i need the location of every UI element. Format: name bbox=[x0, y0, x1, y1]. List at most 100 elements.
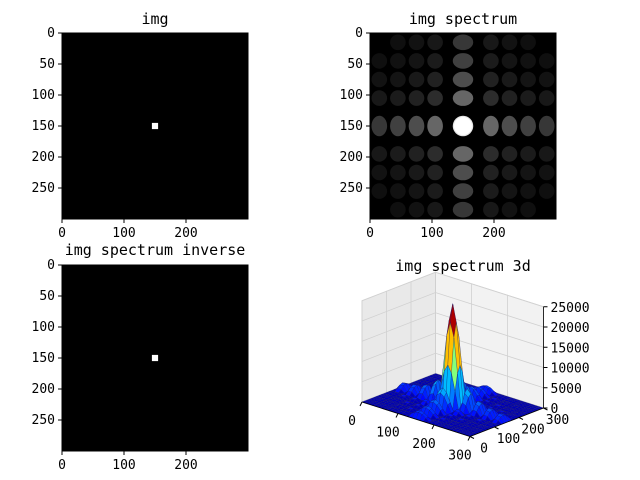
spectrum-lobe bbox=[408, 115, 425, 137]
grid-line bbox=[361, 292, 544, 328]
spectrum-lobe bbox=[483, 53, 499, 69]
y-tick-label: 150 bbox=[340, 119, 363, 134]
spectrum-lobe bbox=[427, 71, 443, 88]
y-tick-label: 150 bbox=[32, 351, 55, 366]
x-tick-label: 200 bbox=[174, 458, 197, 473]
spectrum-lobe bbox=[427, 146, 443, 162]
panel-3d-title: img spectrum 3d bbox=[395, 257, 530, 275]
spectrum-lobe bbox=[390, 115, 406, 137]
spectrum-lobe bbox=[408, 146, 425, 162]
spectrum-lobe bbox=[483, 201, 499, 218]
spectrum-lobe bbox=[483, 34, 499, 51]
spectrum-lobe bbox=[520, 164, 536, 181]
x-tick-label: 200 bbox=[482, 226, 505, 241]
x-tick-label: 0 bbox=[58, 226, 66, 241]
spectrum-lobe bbox=[427, 90, 443, 106]
spectrum-lobe bbox=[483, 164, 499, 181]
bright-pixel-square bbox=[151, 122, 159, 130]
spectrum-lobe bbox=[390, 34, 406, 51]
x-tick-label: 0 bbox=[366, 226, 374, 241]
spectrum-lobe bbox=[390, 90, 406, 106]
y-tick-mark bbox=[518, 417, 524, 420]
panel-img-title: img bbox=[141, 10, 168, 28]
spectrum-lobe bbox=[427, 164, 443, 181]
spectrum-lobe bbox=[501, 34, 518, 51]
spectrum-lobes bbox=[371, 34, 555, 218]
spectrum-lobe bbox=[390, 183, 406, 199]
spectrum-lobe bbox=[483, 183, 499, 199]
spectrum-lobe bbox=[427, 201, 443, 218]
grid-line bbox=[361, 352, 544, 389]
spectrum-lobe bbox=[501, 115, 518, 137]
y-tick-label: 200 bbox=[32, 382, 55, 397]
spectrum-lobe bbox=[371, 183, 388, 199]
spectrum-lobe bbox=[520, 146, 536, 162]
x-tick-label: 100 bbox=[112, 458, 135, 473]
spectrum-lobe bbox=[520, 71, 536, 88]
spectrum-lobe bbox=[520, 183, 536, 199]
spectrum-lobe bbox=[501, 90, 518, 106]
spectrum-lobe bbox=[390, 53, 406, 69]
spectrum-lobe bbox=[452, 164, 474, 181]
spectrum-lobe bbox=[538, 146, 555, 162]
y-tick-label: 100 bbox=[32, 88, 55, 103]
spectrum-lobe bbox=[452, 71, 474, 88]
spectrum-lobe bbox=[371, 53, 388, 69]
spectrum-lobe bbox=[483, 90, 499, 106]
spectrum-lobe bbox=[501, 53, 518, 69]
y-axis-line bbox=[469, 407, 544, 437]
y-tick-label: 0 bbox=[355, 26, 363, 41]
spectrum-lobe bbox=[538, 183, 555, 199]
x-tick-label: 200 bbox=[412, 437, 435, 452]
spectrum-lobe bbox=[408, 90, 425, 106]
spectrum-lobe bbox=[408, 53, 425, 69]
y-tick-mark bbox=[494, 426, 499, 430]
panel-inverse-axes: 0 100 200 0 50 100 150 200 250 bbox=[32, 258, 249, 473]
spectrum-lobe bbox=[427, 115, 443, 137]
panel-spectrum-axes: 0 100 200 0 50 100 150 200 250 bbox=[340, 26, 557, 241]
spectrum-lobe bbox=[501, 183, 518, 199]
z-tick-label: 0 bbox=[551, 402, 559, 417]
spectrum-lobe bbox=[483, 71, 499, 88]
spectrum-lobe bbox=[520, 90, 536, 106]
spectrum-lobe bbox=[520, 34, 536, 51]
y-tick-label: 100 bbox=[32, 320, 55, 335]
spectrum-lobe bbox=[452, 53, 474, 69]
spectrum-lobe bbox=[408, 201, 425, 218]
spectrum-lobe bbox=[538, 53, 555, 69]
spectrum-lobe bbox=[452, 201, 474, 218]
spectrum-lobe bbox=[538, 164, 555, 181]
spectrum-lobe bbox=[538, 71, 555, 88]
x-tick-mark bbox=[395, 413, 399, 418]
y-tick-label: 300 bbox=[546, 413, 569, 428]
x-tick-label: 300 bbox=[448, 449, 471, 464]
spectrum-lobe bbox=[408, 183, 425, 199]
spectrum-lobe bbox=[390, 164, 406, 181]
y-tick-label: 50 bbox=[347, 57, 363, 72]
spectrum-lobe bbox=[538, 90, 555, 106]
x-tick-label: 100 bbox=[420, 226, 443, 241]
x-tick-mark bbox=[359, 401, 363, 407]
spectrum-lobe bbox=[427, 183, 443, 199]
x-tick-label: 100 bbox=[112, 226, 135, 241]
spectrum-lobe bbox=[390, 71, 406, 88]
y-tick-label: 50 bbox=[39, 289, 55, 304]
y-tick-label: 200 bbox=[521, 423, 544, 438]
y-tick-label: 200 bbox=[32, 150, 55, 165]
spectrum-lobe bbox=[501, 164, 518, 181]
z-tick-label: 15000 bbox=[551, 341, 590, 356]
spectrum-lobe bbox=[427, 53, 443, 69]
x-tick-label: 200 bbox=[174, 226, 197, 241]
spectrum-peak bbox=[454, 117, 472, 135]
panel-img: img 0 100 200 0 50 100 150 200 250 bbox=[32, 10, 249, 241]
y-tick-label: 250 bbox=[32, 181, 55, 196]
panel-spectrum: img spectrum 0 100 200 0 50 100 150 200 250 bbox=[340, 10, 557, 241]
y-tick-label: 100 bbox=[340, 88, 363, 103]
spectrum-lobe bbox=[390, 201, 406, 218]
grid-line bbox=[361, 332, 544, 368]
panel-inverse-title: img spectrum inverse bbox=[65, 241, 246, 259]
y-tick-label: 250 bbox=[32, 413, 55, 428]
y-tick-label: 100 bbox=[497, 432, 520, 447]
